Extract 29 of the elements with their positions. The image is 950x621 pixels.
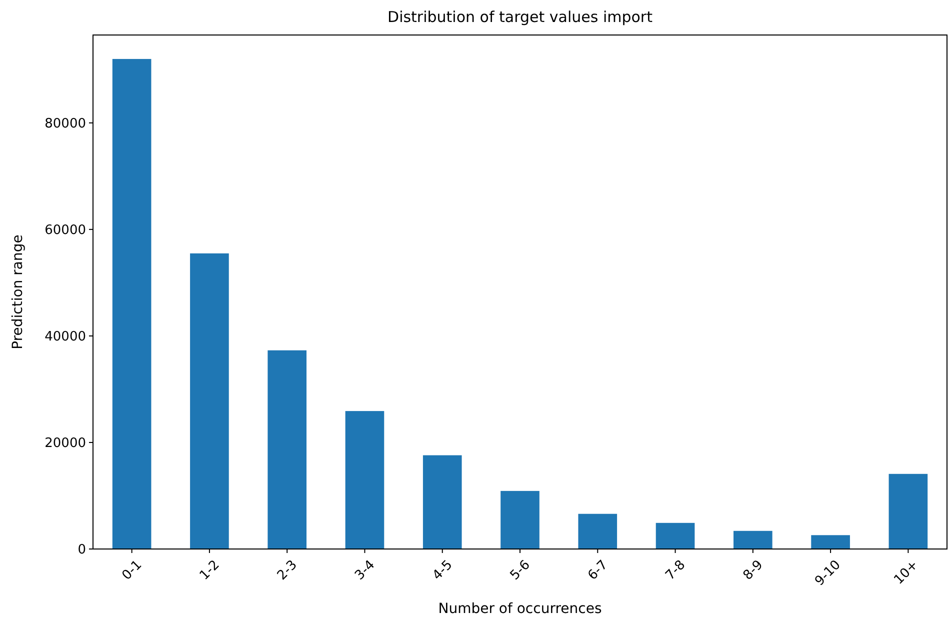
bar (578, 514, 618, 549)
bar (268, 350, 306, 549)
bar (112, 58, 152, 549)
y-axis-title: Prediction range (10, 234, 26, 350)
x-tick-label: 6-7 (585, 558, 611, 584)
x-tick-label: 4-5 (430, 558, 456, 584)
y-tick-label: 20000 (44, 436, 86, 452)
x-axis-title: Number of occurrences (438, 601, 602, 617)
x-tick-label: 3-4 (352, 558, 378, 584)
x-tick-label: 2-3 (274, 558, 300, 584)
chart-title: Distribution of target values import (388, 8, 653, 26)
y-tick-label: 0 (78, 542, 86, 558)
bar (656, 522, 695, 549)
x-tick-label: 0-1 (119, 558, 146, 584)
bar (888, 474, 928, 549)
x-tick-label: 5-6 (508, 558, 534, 584)
bar (811, 535, 850, 549)
bar (500, 490, 540, 549)
y-tick-label: 80000 (44, 116, 86, 132)
y-tick-label: 40000 (44, 329, 86, 344)
x-tick-label: 7-8 (662, 558, 689, 584)
bar (422, 455, 462, 549)
bar (345, 411, 384, 549)
bar (190, 253, 229, 549)
x-tick-label: 1-2 (197, 558, 223, 584)
x-tick-label: 8-9 (740, 558, 766, 584)
x-tick-label: 10+ (891, 558, 922, 588)
y-tick-label: 60000 (44, 222, 86, 238)
bar (734, 530, 772, 549)
